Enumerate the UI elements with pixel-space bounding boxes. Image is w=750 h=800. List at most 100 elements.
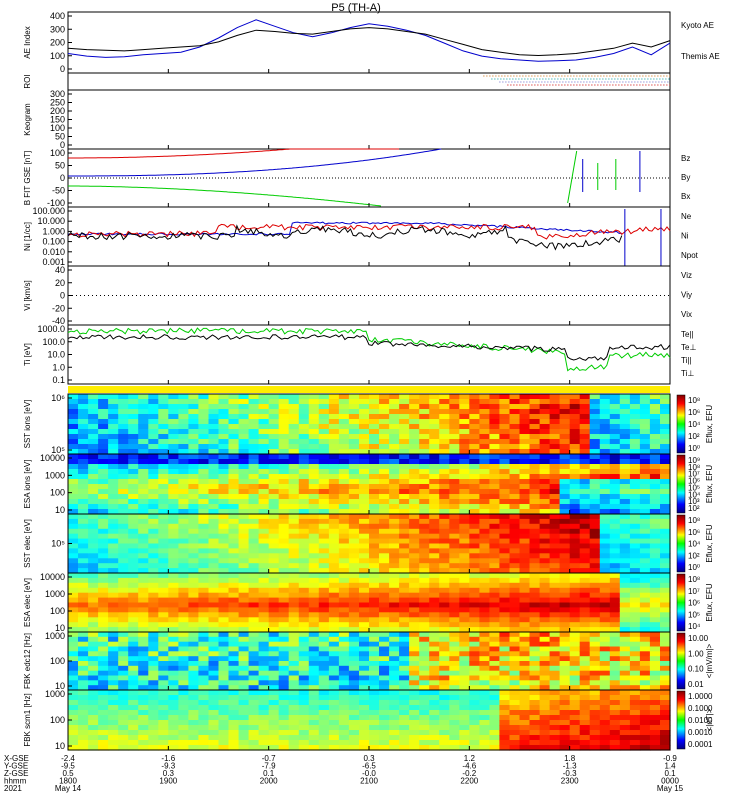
fbk_b-cell xyxy=(318,710,330,716)
fbk_e-cell xyxy=(328,661,340,667)
fbk_b-cell xyxy=(439,740,450,746)
fbk_e-cell xyxy=(308,685,320,691)
velocity-ytick: 20 xyxy=(55,278,65,288)
esa_ion-cell xyxy=(379,454,390,460)
fbk_b-cell xyxy=(599,695,611,701)
fbk_e-cell xyxy=(268,675,280,681)
esa_elec-cell xyxy=(459,607,470,613)
sst_ion-cell xyxy=(469,409,480,415)
sst_ion-cell xyxy=(379,429,390,435)
fbk_e-cell xyxy=(78,680,89,686)
sst_elec-cell xyxy=(218,548,230,554)
esa_ion-cell xyxy=(579,479,591,485)
esa_elec-cell xyxy=(619,622,631,628)
fbk_e-cell xyxy=(108,656,119,662)
esa_elec-cell xyxy=(258,627,270,633)
esa_ion-cell xyxy=(268,499,280,505)
fbk_e-cell xyxy=(78,675,89,681)
sst_elec-cell xyxy=(449,543,460,549)
sst_elec-cell xyxy=(108,518,119,525)
esa_elec-cell xyxy=(338,587,350,594)
fbk_e-cbar-label: <|mV/m|> xyxy=(705,643,714,678)
esa_elec-cell xyxy=(409,597,420,604)
esa_ion-cell xyxy=(78,499,89,505)
sst_elec-cell xyxy=(298,514,310,520)
fbk_e-cell xyxy=(379,680,390,686)
fbk_e-cell xyxy=(369,632,380,638)
fbk_b-cell xyxy=(348,725,360,731)
esa_elec-cell xyxy=(248,622,260,628)
fbk_e-cell xyxy=(529,680,541,686)
fbk_e-cell xyxy=(660,636,671,643)
esa_elec-cell xyxy=(379,592,390,599)
esa_elec-cell xyxy=(78,627,89,633)
fbk_e-cell xyxy=(98,685,109,691)
fbk_e-cell xyxy=(128,670,139,677)
esa_ion-cell xyxy=(208,459,220,465)
esa_ion-cell xyxy=(98,504,109,510)
esa_elec-cell xyxy=(298,587,310,594)
fbk_b-cell xyxy=(318,705,330,711)
sst_elec-cell xyxy=(98,538,109,545)
sst_elec-cell xyxy=(489,518,500,525)
sst_elec-cell xyxy=(298,563,310,569)
sst_ion-cell xyxy=(579,399,591,405)
fbk_e-cell xyxy=(399,646,410,652)
sst_ion-cell xyxy=(188,414,199,420)
esa_elec-cell xyxy=(98,582,109,589)
fbk_e-cell xyxy=(288,665,300,672)
fbk_b-cell xyxy=(429,730,440,736)
fbk_e-cell xyxy=(128,636,139,643)
sst_ion-cell xyxy=(499,429,510,435)
fbk_b-cell xyxy=(660,710,671,716)
sst_elec-cell xyxy=(208,558,220,564)
esa_ion-cell xyxy=(248,499,260,505)
esa_elec-cell xyxy=(348,627,360,633)
fbk_e-cell xyxy=(278,632,290,638)
sst_ion-cell xyxy=(288,419,300,425)
sst_ion-cell xyxy=(338,449,350,455)
fbk_b-cell xyxy=(660,720,671,726)
fbk_e-cell xyxy=(559,675,571,681)
sst_elec-cell xyxy=(479,514,490,520)
fbk_e-cell xyxy=(308,665,320,672)
esa_elec-cell xyxy=(308,607,320,613)
sst_elec-cell xyxy=(439,563,450,569)
esa_ion-cell xyxy=(539,499,551,505)
esa_elec-cell xyxy=(138,573,149,579)
sst_ion-cell xyxy=(298,404,310,410)
fbk_b-cell xyxy=(228,690,240,696)
fbk_b-cell xyxy=(298,745,310,751)
esa_ion-cell xyxy=(158,454,169,460)
esa_elec-cell xyxy=(288,582,300,589)
fbk_e-cell xyxy=(519,632,531,638)
esa_ion-cell xyxy=(108,479,119,485)
fbk_e-cbar-tick: 0.01 xyxy=(688,680,704,689)
fbk_b-cell xyxy=(68,700,79,706)
sst_ion-cell xyxy=(118,414,129,420)
esa_ion-cell xyxy=(118,509,129,515)
sst_ion-cell xyxy=(429,424,440,430)
fbk_e-cell xyxy=(108,632,119,638)
sst_elec-cell xyxy=(609,533,621,540)
esa_elec-cell xyxy=(268,597,280,604)
fbk_e-cell xyxy=(359,665,370,672)
fbk_e-cell xyxy=(639,641,651,648)
esa_elec-cell xyxy=(258,607,270,613)
sst_elec-cell xyxy=(178,518,189,525)
sst_elec-cell xyxy=(258,548,270,554)
fbk_e-cell xyxy=(258,675,270,681)
sst_ion-cell xyxy=(228,434,240,440)
fbk_b-cell xyxy=(439,700,450,706)
fbk_e-cell xyxy=(158,670,169,677)
esa_elec-cell xyxy=(619,627,631,633)
sst_ion-cell xyxy=(198,434,209,440)
temperature-legend-4: Ti⊥ xyxy=(681,369,694,378)
fbk_b-cell xyxy=(88,730,99,736)
esa_elec-cell xyxy=(118,573,129,579)
esa_elec-cell xyxy=(359,592,370,599)
fbk_e-cell xyxy=(369,680,380,686)
fbk_e-cell xyxy=(228,680,240,686)
esa_ion-cell xyxy=(238,489,250,495)
sst_elec-cell xyxy=(188,528,199,535)
